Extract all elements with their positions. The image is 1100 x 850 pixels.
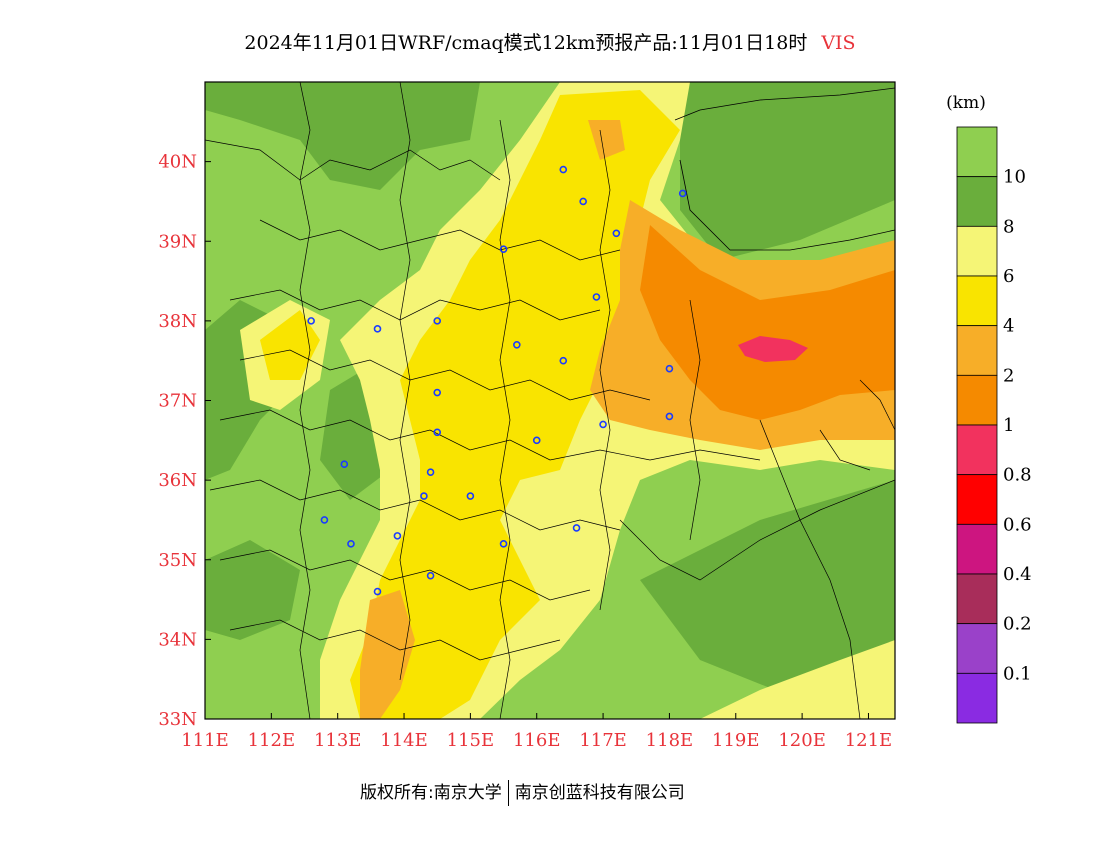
colorbar-swatch bbox=[956, 573, 998, 625]
colorbar-swatch bbox=[956, 176, 998, 227]
lat-tick-label: 35N bbox=[158, 550, 197, 571]
city-marker bbox=[426, 571, 435, 580]
city-marker bbox=[559, 356, 568, 365]
copyright-right: 南京创蓝科技有限公司 bbox=[514, 783, 685, 803]
colorbar-label: 1 bbox=[1003, 415, 1014, 436]
colorbar-swatch bbox=[956, 275, 998, 327]
copyright-footer: 版权所有:南京大学 南京创蓝科技有限公司 bbox=[360, 778, 685, 806]
city-marker bbox=[307, 317, 315, 325]
vis-region-0_8-1 bbox=[738, 336, 808, 362]
city-marker bbox=[420, 492, 428, 500]
city-marker bbox=[559, 165, 568, 174]
coastline-bohai bbox=[679, 159, 895, 251]
lon-tick-label: 119E bbox=[712, 730, 760, 751]
city-marker bbox=[347, 540, 355, 548]
lon-tick-label: 115E bbox=[447, 730, 495, 751]
colorbar-swatch bbox=[956, 225, 998, 277]
city-marker bbox=[499, 245, 508, 254]
lon-tick-label: 114E bbox=[380, 730, 428, 751]
city-marker bbox=[340, 460, 349, 469]
longitude-axis: 111E 112E 113E 114E 115E 116E 117E 118E 119E 120E… bbox=[181, 713, 892, 751]
lon-tick-label: 118E bbox=[646, 730, 694, 751]
lon-tick-label: 117E bbox=[579, 730, 627, 751]
colorbar-label: 4 bbox=[1003, 316, 1014, 337]
colorbar-swatch bbox=[956, 325, 998, 376]
chart-title: 2024年11月01日WRF/cmaq模式12km预报产品:11月01日18时 V… bbox=[0, 28, 1100, 55]
colorbar-swatch bbox=[956, 623, 998, 674]
colorbar-swatch bbox=[956, 474, 998, 525]
latitude-axis: 33N 34N 35N 36N 37N 38N 39N 40N bbox=[158, 152, 211, 730]
visibility-field bbox=[205, 82, 895, 719]
lon-tick-label: 121E bbox=[845, 730, 893, 751]
variable-label: VIS bbox=[821, 32, 856, 54]
colorbar-label: 0.8 bbox=[1003, 465, 1032, 486]
city-marker bbox=[678, 189, 687, 198]
city-marker bbox=[466, 492, 475, 500]
vis-region-1-2 bbox=[640, 225, 895, 420]
city-marker bbox=[499, 540, 508, 548]
colorbar-label: 8 bbox=[1003, 216, 1014, 237]
lon-tick-label: 120E bbox=[778, 730, 826, 751]
copyright-left: 版权所有:南京大学 bbox=[360, 783, 502, 803]
city-marker bbox=[433, 388, 442, 397]
coastline bbox=[674, 87, 895, 121]
lon-tick-label: 111E bbox=[181, 730, 229, 751]
colorbar-swatch bbox=[956, 374, 998, 426]
lat-tick-label: 40N bbox=[158, 152, 197, 173]
city-marker bbox=[599, 420, 607, 429]
colorbar-swatch bbox=[956, 523, 998, 575]
colorbar-unit: (km) bbox=[946, 93, 986, 113]
city-markers bbox=[307, 165, 687, 596]
city-marker bbox=[320, 516, 329, 524]
admin-boundaries bbox=[205, 82, 895, 719]
title-text: 2024年11月01日WRF/cmaq模式12km预报产品:11月01日18时 bbox=[244, 32, 808, 54]
lat-tick-label: 38N bbox=[158, 311, 197, 332]
lat-tick-label: 33N bbox=[158, 709, 197, 730]
lon-tick-label: 113E bbox=[314, 730, 362, 751]
city-marker bbox=[532, 436, 541, 445]
city-marker bbox=[433, 317, 442, 325]
colorbar-label: 0.1 bbox=[1003, 663, 1032, 684]
colorbar-swatch bbox=[956, 672, 998, 724]
city-marker bbox=[592, 293, 601, 301]
lat-tick-label: 36N bbox=[158, 470, 197, 491]
colorbar-label: 0.6 bbox=[1003, 514, 1032, 535]
city-marker bbox=[579, 197, 587, 206]
colorbar-swatch bbox=[956, 424, 998, 476]
city-marker bbox=[513, 340, 521, 349]
lat-tick-label: 37N bbox=[158, 391, 197, 412]
city-marker bbox=[572, 524, 581, 532]
colorbar-label: 2 bbox=[1003, 365, 1014, 386]
footer-separator bbox=[507, 780, 509, 806]
vis-region-4-6 bbox=[350, 90, 680, 719]
city-marker bbox=[665, 412, 674, 421]
city-marker bbox=[433, 428, 442, 437]
lat-tick-label: 34N bbox=[158, 629, 197, 650]
vis-region-2-4-sw bbox=[360, 590, 415, 719]
colorbar: (km) 10 8 6 4 2 1 0.8 0.6 0.4 0.2 0.1 bbox=[946, 93, 1032, 724]
colorbar-label: 6 bbox=[1003, 266, 1014, 287]
city-marker bbox=[426, 468, 435, 476]
colorbar-label: 10 bbox=[1003, 167, 1026, 188]
lon-tick-label: 112E bbox=[248, 730, 296, 751]
lat-tick-label: 39N bbox=[158, 231, 197, 252]
lon-tick-label: 116E bbox=[513, 730, 561, 751]
vis-region-2-4-n bbox=[588, 120, 625, 160]
city-marker bbox=[612, 229, 621, 238]
city-marker bbox=[373, 587, 382, 596]
vis-region-6-8-south bbox=[700, 640, 895, 719]
vis-region-4-6-west bbox=[260, 310, 320, 380]
city-marker bbox=[665, 364, 674, 373]
city-marker bbox=[373, 325, 382, 333]
colorbar-label: 0.4 bbox=[1003, 564, 1032, 585]
colorbar-label: 0.2 bbox=[1003, 614, 1032, 635]
city-marker bbox=[393, 532, 402, 540]
colorbar-swatch bbox=[956, 126, 998, 178]
